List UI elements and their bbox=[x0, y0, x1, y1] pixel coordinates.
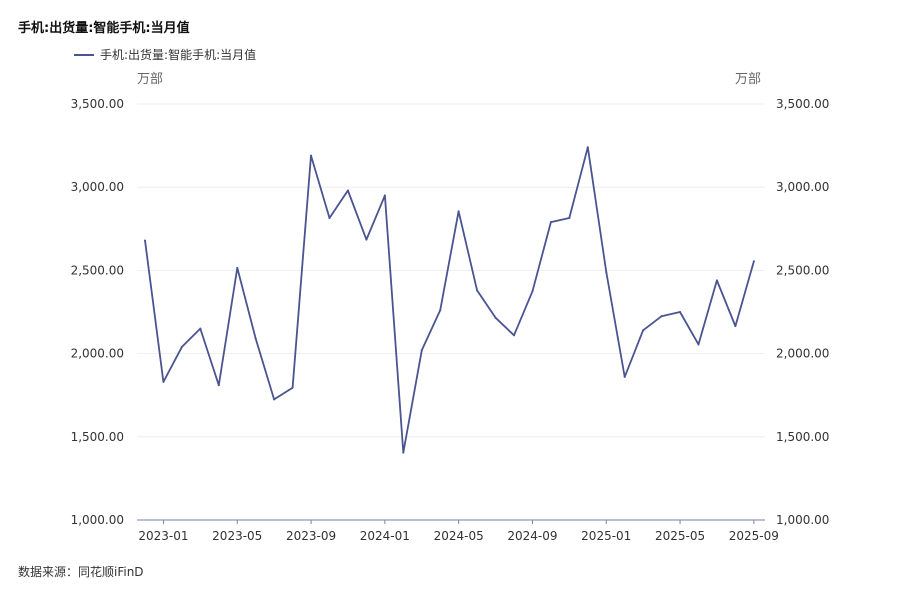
series-layer bbox=[144, 146, 755, 454]
y-tick-label-right: 1,500.00 bbox=[776, 430, 829, 444]
data-point bbox=[291, 386, 294, 389]
series-line bbox=[144, 146, 755, 454]
x-tick-label: 2025-09 bbox=[729, 529, 779, 543]
x-tick-label: 2024-01 bbox=[360, 529, 410, 543]
y-tick-label-left: 1,000.00 bbox=[71, 513, 124, 527]
data-point bbox=[549, 221, 552, 224]
y-tick-label-left: 3,000.00 bbox=[71, 180, 124, 194]
x-tick-label: 2023-09 bbox=[286, 529, 336, 543]
data-point bbox=[328, 216, 331, 219]
axes bbox=[137, 519, 765, 524]
data-point bbox=[586, 146, 589, 149]
data-point bbox=[494, 316, 497, 319]
data-point bbox=[236, 266, 239, 269]
y-tick-label-left: 3,500.00 bbox=[71, 97, 124, 111]
data-point bbox=[457, 210, 460, 213]
chart-title: 手机:出货量:智能手机:当月值 bbox=[18, 21, 190, 36]
y-tick-label-right: 2,500.00 bbox=[776, 263, 829, 277]
y-tick-label-right: 1,000.00 bbox=[776, 513, 829, 527]
y-tick-label-right: 2,000.00 bbox=[776, 347, 829, 361]
y-axis-unit-right: 万部 bbox=[735, 72, 762, 87]
data-point bbox=[199, 327, 202, 330]
y-tick-label-left: 2,000.00 bbox=[71, 347, 124, 361]
data-point bbox=[513, 334, 515, 337]
data-point bbox=[679, 311, 682, 313]
data-point bbox=[752, 260, 755, 263]
data-point bbox=[715, 279, 718, 282]
data-point bbox=[420, 349, 423, 352]
y-tick-label-right: 3,500.00 bbox=[776, 97, 829, 111]
x-tick-label: 2024-09 bbox=[507, 529, 557, 543]
y-tick-label-right: 3,000.00 bbox=[776, 180, 829, 194]
x-tick-label: 2023-05 bbox=[212, 529, 262, 543]
y-tick-label-left: 2,500.00 bbox=[71, 263, 124, 277]
data-point bbox=[162, 380, 165, 383]
gridlines bbox=[137, 103, 765, 438]
data-point bbox=[605, 271, 608, 274]
data-point bbox=[642, 329, 645, 332]
x-tick-label: 2024-05 bbox=[434, 529, 484, 543]
x-tick-label: 2023-01 bbox=[138, 529, 188, 543]
data-point bbox=[660, 315, 663, 318]
y-axis-unit-left: 万部 bbox=[137, 72, 164, 87]
data-point bbox=[144, 239, 146, 242]
legend-line-swatch bbox=[74, 53, 94, 56]
y-tick-labels-right: 1,000.00 1,500.00 2,000.00 2,500.00 3,000.00… bbox=[776, 97, 829, 527]
data-point bbox=[180, 345, 183, 348]
y-tick-label-left: 1,500.00 bbox=[71, 430, 124, 444]
legend-label: 手机:出货量:智能手机:当月值 bbox=[100, 48, 257, 62]
data-point bbox=[310, 154, 313, 157]
data-point bbox=[568, 216, 571, 219]
data-point bbox=[531, 290, 534, 293]
legend[interactable]: 手机:出货量:智能手机:当月值 bbox=[74, 46, 256, 63]
data-point bbox=[365, 238, 368, 241]
x-tick-label: 2025-01 bbox=[581, 529, 631, 543]
x-tick-label: 2025-05 bbox=[655, 529, 705, 543]
data-point bbox=[217, 384, 220, 387]
y-tick-labels-left: 1,000.00 1,500.00 2,000.00 2,500.00 3,000.00… bbox=[71, 97, 124, 527]
data-point bbox=[697, 343, 700, 346]
data-point bbox=[254, 337, 257, 340]
data-point bbox=[402, 451, 405, 454]
data-point bbox=[273, 398, 276, 401]
data-point bbox=[383, 194, 386, 197]
data-point bbox=[734, 325, 737, 328]
data-point bbox=[346, 189, 349, 192]
data-point bbox=[439, 309, 442, 312]
data-point bbox=[623, 375, 626, 378]
x-tick-labels: 2023-01 2023-05 2023-09 2024-01 2024-05 2024-… bbox=[138, 529, 779, 543]
data-point bbox=[476, 289, 479, 292]
data-source-note: 数据来源：同花顺iFinD bbox=[18, 565, 144, 579]
